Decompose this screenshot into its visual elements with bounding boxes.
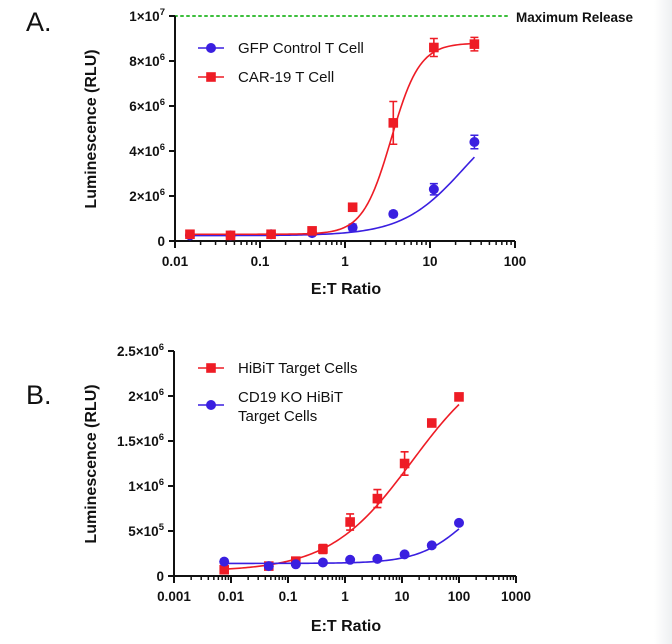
y-tick-exponent: 6	[159, 387, 164, 398]
panel-a-series-0-fit-curve	[189, 156, 475, 237]
panel-a-series-1-data-point	[225, 230, 236, 241]
panel-b-series-0-legend-label: HiBiT Target Cells	[238, 360, 358, 377]
panel-b-x-tick-label: 0.001	[157, 589, 191, 604]
panel-b-series-1-data-point	[263, 561, 274, 572]
y-tick-base: 0	[156, 569, 164, 584]
panel-a-series-1-data-point	[469, 39, 480, 49]
panel-b-series-1-legend-marker	[206, 400, 216, 410]
panel-b-x-tick-label: 10	[394, 589, 409, 604]
panel-a-y-tick-label: 8×106	[129, 52, 165, 69]
panel-b-y-axis-title: Luminescence (RLU)	[83, 384, 100, 543]
y-tick-exponent: 6	[160, 97, 165, 108]
legend-label-line: CD19 KO HiBiT	[238, 389, 343, 406]
panel-a-y-tick-label: 0	[157, 234, 165, 249]
panel-b-letter: B.	[26, 380, 52, 410]
panel-a-x-tick-label: 0.1	[251, 254, 270, 269]
panel-b-series-0-data-point	[345, 517, 355, 527]
panel-b-x-tick-label: 0.1	[279, 589, 298, 604]
y-tick-exponent: 6	[159, 342, 164, 353]
panel-a-series-1-legend-label: CAR-19 T Cell	[238, 69, 334, 86]
panel-a-x-tick-label: 10	[422, 254, 437, 269]
y-tick-base: 4×10	[129, 144, 159, 159]
panel-a-y-tick-label: 2×106	[129, 187, 165, 204]
panel-a-series-0-data-point	[469, 137, 480, 147]
panel-b-series-1-data-point	[454, 517, 464, 528]
panel-a-series-0-data-point	[428, 184, 439, 195]
panel-a-series-1-data-point	[347, 202, 358, 213]
panel-b-y-tick-label: 0	[156, 569, 164, 584]
panel-a-x-tick-label: 100	[504, 254, 527, 269]
panel-b-series-1-data-point	[219, 556, 230, 567]
y-tick-exponent: 6	[160, 187, 165, 198]
y-tick-exponent: 6	[159, 432, 164, 443]
panel-b-x-tick-label: 0.01	[218, 589, 245, 604]
panel-b-series-1-data-point	[290, 559, 301, 570]
panel-b-series-0-data-point	[219, 564, 230, 575]
panel-b-series-1-legend-label: CD19 KO HiBiT Target Cells	[238, 389, 343, 425]
panel-b-y-tick-label: 1.5×106	[117, 432, 164, 449]
y-tick-base: 2×10	[128, 389, 158, 404]
y-tick-base: 2×10	[129, 189, 159, 204]
panel-a-series-1-data-point	[307, 226, 317, 236]
panel-b-series-0-legend-marker	[206, 363, 216, 373]
panel-a-series-1-data-point	[388, 118, 399, 128]
y-tick-base: 0	[157, 234, 165, 249]
y-tick-exponent: 6	[160, 142, 165, 153]
panel-a-series-0-data-point	[388, 209, 399, 219]
y-tick-base: 1×10	[128, 479, 158, 494]
panel-a-series-1-legend-marker	[206, 72, 216, 82]
y-tick-exponent: 6	[159, 477, 164, 488]
y-tick-base: 6×10	[129, 99, 159, 114]
panel-b-series-0-data-point	[372, 493, 383, 504]
legend-label-line: Target Cells	[238, 408, 317, 425]
y-tick-base: 5×10	[128, 524, 158, 539]
maximum-release-label: Maximum Release	[516, 10, 634, 25]
panel-b-series-1-data-point	[399, 549, 410, 560]
y-tick-base: 1.5×10	[117, 434, 159, 449]
panel-a-series-1-data-point	[429, 42, 439, 53]
panel-a-series-0-legend-label: GFP Control T Cell	[238, 40, 364, 57]
panel-a-series-0-legend-marker	[206, 43, 216, 53]
y-tick-exponent: 5	[159, 522, 165, 533]
panel-b-series-0-fit-curve	[224, 403, 460, 570]
panel-a-series-1-data-point	[185, 229, 195, 240]
panel-b-series-1-data-point	[345, 554, 356, 565]
panel-b-y-tick-label: 2×106	[128, 387, 164, 404]
panel-a-x-axis-title: E:T Ratio	[311, 281, 381, 298]
panel-b-y-tick-label: 5×105	[128, 522, 164, 539]
window-edge	[654, 0, 672, 644]
panel-b-y-tick-label: 2.5×106	[117, 342, 164, 359]
panel-b-series-1-data-point	[372, 553, 383, 564]
panel-b-series-1-data-point	[426, 540, 437, 551]
y-tick-base: 8×10	[129, 54, 159, 69]
panel-a-series-1-fit-curve	[189, 42, 475, 236]
panel-b-series-0-data-point	[426, 418, 437, 428]
y-tick-base: 2.5×10	[117, 344, 159, 359]
panel-a-x-tick-label: 1	[341, 254, 349, 269]
y-tick-exponent: 7	[160, 7, 165, 18]
panel-a-letter: A.	[26, 7, 52, 37]
panel-a-y-axis-title: Luminescence (RLU)	[83, 49, 100, 208]
panel-b-series-1-data-point	[317, 557, 328, 568]
y-tick-base: 1×10	[129, 9, 159, 24]
panel-a-y-tick-label: 4×106	[129, 142, 165, 159]
panel-a-x-tick-label: 0.01	[162, 254, 189, 269]
panel-b-x-tick-label: 100	[448, 589, 471, 604]
panel-a-y-tick-label: 1×107	[129, 7, 165, 24]
panel-a-y-tick-label: 6×106	[129, 97, 165, 114]
panel-b-x-tick-label: 1000	[501, 589, 531, 604]
panel-b-y-tick-label: 1×106	[128, 477, 164, 494]
panel-b-series-0-data-point	[399, 458, 410, 469]
y-tick-exponent: 6	[160, 52, 165, 63]
panel-b-x-axis-title: E:T Ratio	[311, 618, 381, 635]
panel-b-x-tick-label: 1	[341, 589, 349, 604]
panel-b-series-0-data-point	[454, 392, 464, 402]
panel-b-series-0-data-point	[318, 544, 328, 554]
panel-b-series-1-fit-curve	[224, 528, 460, 565]
panel-a-series-1-data-point	[266, 229, 276, 240]
